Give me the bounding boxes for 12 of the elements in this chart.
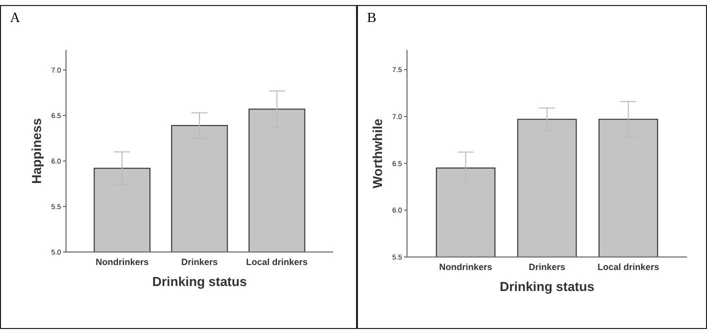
x-tick-label: Local drinkers — [246, 257, 308, 267]
y-axis-title: Worthwhile — [370, 118, 385, 188]
chart-title: B — [367, 11, 376, 26]
x-axis-title: Drinking status — [152, 274, 247, 289]
x-tick-label: Nondrinkers — [439, 262, 492, 272]
x-tick-label: Local drinkers — [598, 262, 660, 272]
chart-title: A — [10, 11, 21, 26]
y-axis-title: Happiness — [29, 118, 44, 184]
x-tick-label: Nondrinkers — [96, 257, 149, 267]
x-tick-label: Drinkers — [528, 262, 566, 272]
x-tick-label: Drinkers — [181, 257, 218, 267]
x-axis-title: Drinking status — [500, 279, 594, 294]
